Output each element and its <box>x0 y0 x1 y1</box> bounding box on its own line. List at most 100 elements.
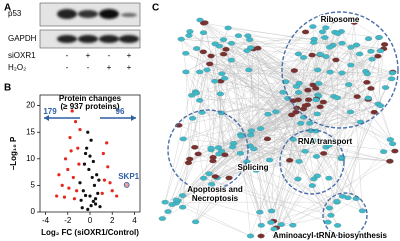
node <box>322 25 330 31</box>
edge <box>354 22 380 38</box>
node <box>294 97 302 103</box>
node <box>207 145 215 151</box>
arrow-head <box>44 115 49 121</box>
node <box>363 71 371 77</box>
node <box>338 194 347 199</box>
data-point <box>62 195 67 199</box>
node <box>211 174 219 179</box>
edge <box>231 60 276 112</box>
panel-label: C <box>152 3 159 14</box>
node <box>364 95 372 101</box>
data-point <box>70 109 74 113</box>
node <box>195 69 204 75</box>
edge <box>270 51 372 223</box>
edge <box>210 31 306 149</box>
node <box>270 226 278 232</box>
node <box>263 136 272 142</box>
edge <box>196 57 304 94</box>
edge <box>167 27 229 212</box>
node <box>358 208 367 214</box>
node <box>304 97 313 103</box>
edge <box>296 86 361 123</box>
node <box>161 199 169 205</box>
data-point <box>91 199 95 203</box>
edge <box>185 53 297 109</box>
edge <box>308 54 321 100</box>
node <box>389 141 397 147</box>
node <box>216 91 224 97</box>
edge <box>329 72 358 97</box>
panel-label: B <box>4 83 11 94</box>
x-tick-label: 4 <box>132 216 137 225</box>
edge <box>296 84 349 87</box>
edge <box>221 81 287 152</box>
node <box>246 233 255 239</box>
node <box>245 67 253 73</box>
edge <box>241 136 260 213</box>
node <box>320 151 328 156</box>
edge <box>223 39 304 118</box>
data-point <box>80 206 84 210</box>
edge <box>198 153 330 209</box>
edge <box>181 38 232 44</box>
edge <box>185 53 208 70</box>
edge <box>199 19 297 87</box>
edge <box>221 39 315 114</box>
node <box>237 133 245 139</box>
node <box>158 216 166 221</box>
node <box>192 219 200 225</box>
edge <box>194 147 219 155</box>
node <box>382 85 390 90</box>
node <box>282 79 290 85</box>
node <box>256 126 265 131</box>
edge <box>256 170 277 237</box>
edge <box>182 91 196 208</box>
edge <box>257 48 262 237</box>
module-label: Splicing <box>237 163 268 172</box>
edge <box>176 82 367 204</box>
edge <box>240 134 314 180</box>
node <box>221 152 229 158</box>
edge <box>176 199 251 237</box>
node <box>196 98 204 103</box>
y-tick-label: 15 <box>26 127 35 136</box>
node <box>290 68 298 73</box>
node <box>229 144 237 150</box>
data-point <box>67 186 71 190</box>
data-point <box>81 189 85 193</box>
edge <box>211 27 326 150</box>
node <box>367 86 375 91</box>
y-axis-label: −Log₁₀ P <box>9 136 18 170</box>
module-outline <box>322 192 368 238</box>
edge <box>225 49 275 230</box>
node <box>386 137 394 142</box>
edge <box>233 69 249 144</box>
node <box>211 78 219 84</box>
edge <box>271 59 337 212</box>
data-point <box>90 175 94 180</box>
node <box>308 52 316 58</box>
edge <box>206 69 212 149</box>
edge <box>218 134 241 148</box>
node <box>325 143 333 148</box>
edge <box>317 56 327 70</box>
condition-mark: + <box>86 51 91 60</box>
condition-mark: - <box>66 51 69 60</box>
data-point <box>60 183 64 188</box>
edge <box>185 49 227 73</box>
y-tick-label: 20 <box>26 101 35 110</box>
node <box>327 212 335 218</box>
edge <box>347 48 384 198</box>
edge <box>220 20 334 82</box>
node <box>164 209 172 214</box>
node <box>329 18 337 24</box>
node <box>312 154 321 159</box>
node <box>211 41 219 47</box>
edge <box>196 93 276 112</box>
data-point <box>66 167 70 172</box>
node <box>297 120 305 126</box>
edge <box>330 22 355 216</box>
node <box>194 151 202 157</box>
condition-mark: - <box>108 51 111 60</box>
node <box>219 37 228 42</box>
